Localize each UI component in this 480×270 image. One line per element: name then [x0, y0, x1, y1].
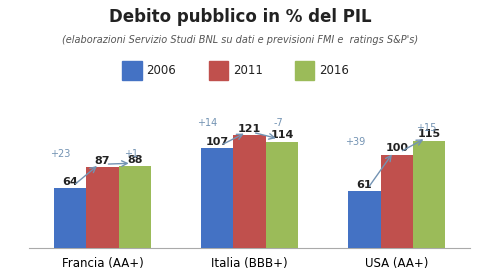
Bar [266, 142, 298, 248]
Text: 114: 114 [270, 130, 294, 140]
Bar [348, 191, 381, 248]
Text: 2006: 2006 [146, 64, 176, 77]
Bar [233, 135, 266, 248]
Text: -7: -7 [274, 118, 284, 128]
Text: +15: +15 [416, 123, 436, 133]
Text: 88: 88 [127, 155, 143, 165]
Text: 100: 100 [385, 143, 408, 153]
Text: (elaborazioni Servizio Studi BNL su dati e previsioni FMI e  ratings S&P's): (elaborazioni Servizio Studi BNL su dati… [62, 35, 418, 45]
Bar [381, 155, 413, 248]
Text: 121: 121 [238, 124, 261, 134]
Text: +1: +1 [124, 148, 139, 158]
Text: 2011: 2011 [233, 64, 263, 77]
Bar [413, 141, 445, 248]
Text: +14: +14 [197, 118, 217, 128]
Text: 61: 61 [357, 180, 372, 190]
Text: 2016: 2016 [319, 64, 349, 77]
Text: Debito pubblico in % del PIL: Debito pubblico in % del PIL [108, 8, 372, 26]
Text: 64: 64 [62, 177, 78, 187]
Bar [54, 188, 86, 248]
Text: 87: 87 [95, 156, 110, 166]
Text: +23: +23 [50, 150, 71, 160]
Bar [86, 167, 119, 248]
Text: 107: 107 [205, 137, 229, 147]
Text: +39: +39 [345, 137, 365, 147]
Text: 115: 115 [418, 129, 441, 139]
Bar [201, 148, 233, 248]
Bar [119, 166, 151, 248]
